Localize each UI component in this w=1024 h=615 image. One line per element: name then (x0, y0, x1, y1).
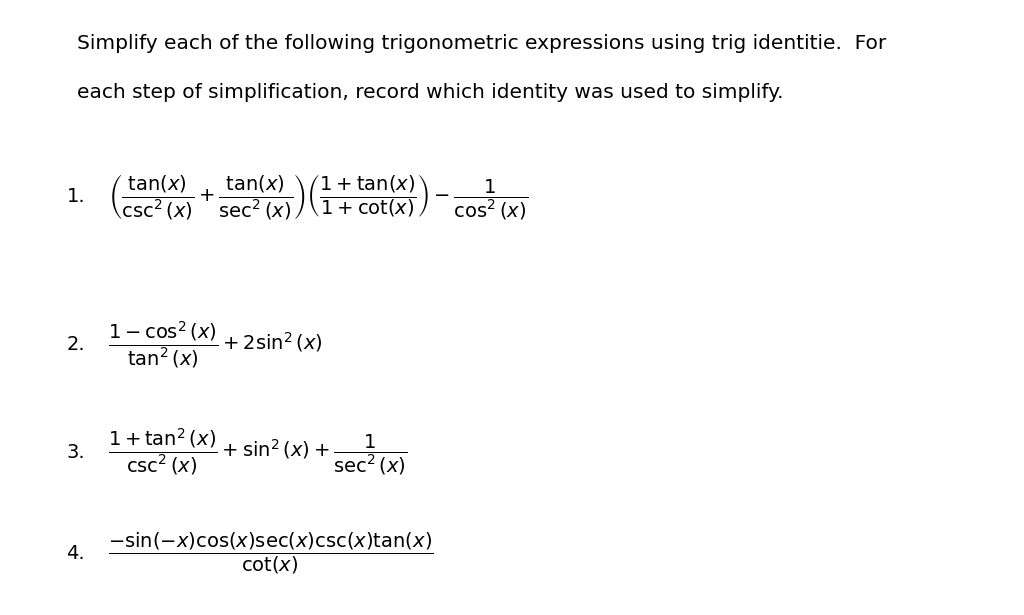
Text: 1.: 1. (67, 188, 85, 206)
Text: $\left(\dfrac{\tan(x)}{\csc^2(x)}+\dfrac{\tan(x)}{\sec^2(x)}\right)\left(\dfrac{: $\left(\dfrac{\tan(x)}{\csc^2(x)}+\dfrac… (108, 172, 527, 221)
Text: Simplify each of the following trigonometric expressions using trig identitie.  : Simplify each of the following trigonome… (77, 34, 886, 53)
Text: $\dfrac{1-\cos^2(x)}{\tan^2(x)}+2\sin^2(x)$: $\dfrac{1-\cos^2(x)}{\tan^2(x)}+2\sin^2(… (108, 319, 323, 370)
Text: 3.: 3. (67, 443, 85, 461)
Text: $\dfrac{-\sin(-x)\cos(x)\sec(x)\csc(x)\tan(x)}{\cot(x)}$: $\dfrac{-\sin(-x)\cos(x)\sec(x)\csc(x)\t… (108, 531, 433, 576)
Text: 4.: 4. (67, 544, 85, 563)
Text: 2.: 2. (67, 335, 85, 354)
Text: each step of simplification, record which identity was used to simplify.: each step of simplification, record whic… (77, 83, 783, 102)
Text: $\dfrac{1+\tan^2(x)}{\csc^2(x)}+\sin^2(x)+\dfrac{1}{\sec^2(x)}$: $\dfrac{1+\tan^2(x)}{\csc^2(x)}+\sin^2(x… (108, 427, 407, 477)
